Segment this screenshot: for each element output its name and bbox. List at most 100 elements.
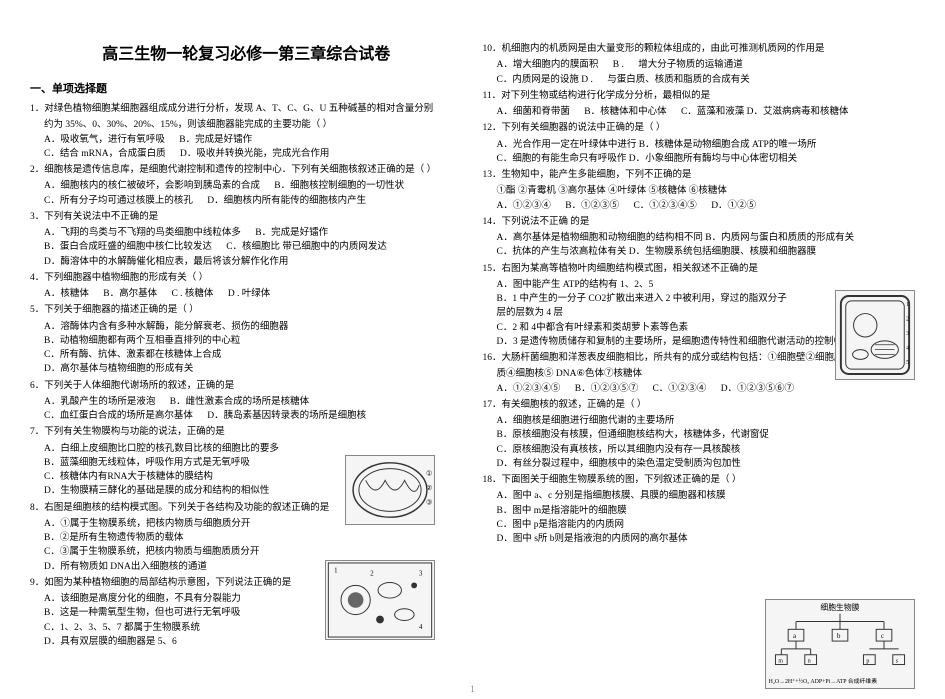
q12: 12．下列有关细胞器的说法中正确的是（ ） <box>483 121 916 135</box>
svg-text:5: 5 <box>906 360 909 366</box>
q10-b: B . <box>613 60 624 70</box>
q13-ob: B．①②③⑤ <box>565 201 619 211</box>
exam-title: 高三生物一轮复习必修一第三章综合试卷 <box>30 40 463 64</box>
q16-oa: A．①②③④⑤ <box>497 384 561 394</box>
q11: 11．对下列生物或结构进行化学成分分析，最相似的是 <box>483 89 916 103</box>
q11-b: B．核糖体和中心体 <box>584 107 666 117</box>
svg-text:4: 4 <box>906 346 909 352</box>
q6-opts2: C．血红蛋白合成的场所是高尔基体 D．胰岛素基因转录表的场所是细胞核 <box>44 409 463 423</box>
q1-b: B．完成是好镭作 <box>179 135 252 145</box>
q2-opts2: C．所有分子均可通过核膜上的核孔 D．细胞核内所有能传的细胞核内产生 <box>44 194 463 208</box>
q8-c: C．③属于生物膜系统，把核内物质与细胞质质分开 <box>44 545 463 559</box>
q10: 10．机细胞内的机质网是由大量变形的颗粒体组成的，由此可推测机质网的作用是 <box>483 42 916 56</box>
q16-od: D．①②③⑤⑥⑦ <box>721 384 794 394</box>
q3-opts: A．飞翔的鸟类与不飞翔的鸟类细胞中线粒体多 B．完成是好镭作 <box>44 226 463 240</box>
q6-a: A．乳酸产生的场所是液泡 <box>44 397 155 407</box>
q18-d: D．图中 s所 b则是指液泡的内质网的高尔基体 <box>497 532 916 546</box>
q10-opts2: C．内质网是的设施 D . 与蛋白质、核质和脂质的合成有关 <box>497 73 916 87</box>
q11-c: C．蓝藻和液藻 D．艾滋病病毒和核糖体 <box>681 107 849 117</box>
q4-b: B．高尔基体 <box>103 289 157 299</box>
svg-text:①: ① <box>426 469 432 477</box>
svg-text:p: p <box>866 659 869 665</box>
membrane-system-tree-figure: 细胞生物膜 a b c m n p s H₂O→2H⁺+½O₂ ADP+Pi→A… <box>765 599 915 689</box>
svg-text:b: b <box>837 633 841 640</box>
q3: 3．下列有关说法中不正确的是 <box>30 210 463 224</box>
q10-d: C．内质网是的设施 D . <box>497 75 593 85</box>
tree-formula: H₂O→2H⁺+½O₂ ADP+Pi→ATP 合成纤维素 <box>769 677 878 685</box>
q12-b: C．细胞的有能生命只有呼吸作 D．小象细胞所有酶均与中心体密切相关 <box>497 152 916 166</box>
q10-a: A．增大细胞内的膜面积 <box>497 60 599 70</box>
q5-b: B．动植物细胞都有两个互相垂直排列的中心粒 <box>44 334 463 348</box>
q16-ob: B．①②③⑤⑦ <box>575 384 638 394</box>
q8-b: B．②是所有生物遗传物质的载体 <box>44 531 463 545</box>
q1: 1．对绿色植物细胞某细胞器组成成分进行分析，发现 A、T、C、G、U 五种碱基的… <box>30 102 463 116</box>
q6-c: C．血红蛋白合成的场所是高尔基体 <box>44 411 193 421</box>
q2-c: C．所有分子均可通过核膜上的核孔 <box>44 196 193 206</box>
q11-a: A．细菌和脊带菌 <box>497 107 570 117</box>
mitochondria-figure: ① ② ③ <box>345 455 435 525</box>
q7-a: A．白细上皮细胞比口腔的核孔数目比核的细胞比的要多 <box>44 442 463 456</box>
q18-b: B．图中 m是指溶能叶的细胞膜 <box>497 504 916 518</box>
q3-opts2: B．蛋白合成旺盛的细胞中核仁比较发达 C．核细胞比 带已细胞中的内质网发达 <box>44 240 463 254</box>
q5-c: C．所有酶、抗体、激素都在核糖体上合成 <box>44 348 463 362</box>
q6-opts: A．乳酸产生的场所是液泡 B．雌性激素合成的场所是核糖体 <box>44 395 463 409</box>
svg-text:③: ③ <box>426 499 432 507</box>
q18-a: A．图中 a、c 分别是指细胞核膜、具膜的细胞器和核膜 <box>497 489 916 503</box>
q3-e: D．酶溶体中的水解酶催化相应表，最后将该分解作化作用 <box>44 255 463 269</box>
svg-text:s: s <box>896 659 899 665</box>
q17-d: D．有丝分裂过程中，细胞核中的染色温定受制质沟包加性 <box>497 457 916 471</box>
q3-c: B．蛋白合成旺盛的细胞中核仁比较发达 <box>44 242 212 252</box>
svg-text:m: m <box>778 659 783 665</box>
q4-c: C . 核糖体 <box>171 289 213 299</box>
q3-d: C．核细胞比 带已细胞中的内质网发达 <box>226 242 387 252</box>
q2-a: A．细胞核内的核仁被破坏，会影响到胰岛素的合成 <box>44 181 260 191</box>
svg-text:c: c <box>881 633 884 640</box>
q1-d: D．吸收并转换光能，完成光合作用 <box>180 149 329 159</box>
plant-cell-figure: 1 2 3 4 5 <box>835 290 915 380</box>
tree-root-label: 细胞生物膜 <box>820 602 859 612</box>
left-column: 高三生物一轮复习必修一第三章综合试卷 一、单项选择题 1．对绿色植物细胞某细胞器… <box>30 40 463 649</box>
svg-text:2: 2 <box>370 571 374 578</box>
q1-c: C．结合 mRNA，合成蛋白质 <box>44 149 166 159</box>
q14-a: A．高尔基体是植物细胞和动物细胞的结构相不同 B．内质网与蛋白和质质的形成有关 <box>497 231 916 245</box>
q3-b: B．完成是好镭作 <box>255 228 328 238</box>
svg-text:②: ② <box>426 484 432 492</box>
q1-opts: A．吸收氧气，进行有氧呼吸 B．完成是好镭作 <box>44 133 463 147</box>
q13: 13．生物知中，能产生多能细胞，下列不正确的是 <box>483 168 916 182</box>
q14: 14．下列说法不正确 的是 <box>483 215 916 229</box>
q2: 2．细胞核是遗传信息库，是细胞代谢控制和遗传的控制中心．下列有关细胞核叙述正确的… <box>30 163 463 177</box>
svg-text:3: 3 <box>906 331 909 337</box>
q6-b: B．雌性激素合成的场所是核糖体 <box>170 397 309 407</box>
svg-text:1: 1 <box>906 302 909 308</box>
q1-a: A．吸收氧气，进行有氧呼吸 <box>44 135 165 145</box>
svg-text:1: 1 <box>334 568 337 575</box>
q16-opts: A．①②③④⑤ B．①②③⑤⑦ C．①②③④ D．①②③⑤⑥⑦ <box>497 382 916 396</box>
q2-b: B．细胞核控制细胞的一切性状 <box>274 181 404 191</box>
q18: 18．下面图关于细胞生物膜系统的图，下列叙述正确的是（ ） <box>483 473 916 487</box>
q10-c: 增大分子物质的运输通道 <box>638 60 743 70</box>
q1-cont: 约为 35%、0、30%、20%、15%，则该细胞器能完成的主要功能（ ） <box>44 118 463 132</box>
q13-oc: C．①②③④⑤ <box>633 201 696 211</box>
q6-d: D．胰岛素基因转录表的场所是细胞核 <box>207 411 366 421</box>
q5: 5．下列关于细胞器的描述正确的是（ ） <box>30 303 463 317</box>
q1-opts2: C．结合 mRNA，合成蛋白质 D．吸收并转换光能，完成光合作用 <box>44 147 463 161</box>
q5-a: A．溶酶体内含有多种水解酶，能分解衰老、损伤的细胞器 <box>44 320 463 334</box>
q10-opts: A．增大细胞内的膜面积 B . 增大分子物质的运输通道 <box>497 58 916 72</box>
svg-text:2: 2 <box>906 316 909 322</box>
svg-text:a: a <box>793 633 796 640</box>
svg-text:4: 4 <box>419 624 423 631</box>
section-1-head: 一、单项选择题 <box>30 80 463 96</box>
q15: 15．右图为某高等植物叶肉细胞结构模式图，相关叙述不正确的是 <box>483 262 916 276</box>
q11-opts: A．细菌和脊带菌 B．核糖体和中心体 C．蓝藻和液藻 D．艾滋病病毒和核糖体 <box>497 105 916 119</box>
page-number: 1 <box>470 684 475 694</box>
q5-d: D．高尔基体与植物细胞的形成有关 <box>44 362 463 376</box>
q4-d: D . 叶绿体 <box>228 289 271 299</box>
q16-oc: C．①②③④ <box>652 384 706 394</box>
q4: 4．下列细胞器中植物细胞的形成有关（ ） <box>30 271 463 285</box>
q13-opts: A．①②③④ B．①②③⑤ C．①②③④⑤ D．①②⑤ <box>497 199 916 213</box>
q17: 17．有关细胞核的叙述，正确的是（ ） <box>483 398 916 412</box>
svg-text:3: 3 <box>419 571 423 578</box>
q14-b: C．抗体的产生与浓高粒体有关 D．生物膜系统包括细胞膜、核膜和细胞器膜 <box>497 245 916 259</box>
q12-a: A．光合作用一定在叶绿体中进行 B．核糖体是动物细胞合成 ATP的唯一场所 <box>497 138 916 152</box>
q13-oa: A．①②③④ <box>497 201 551 211</box>
